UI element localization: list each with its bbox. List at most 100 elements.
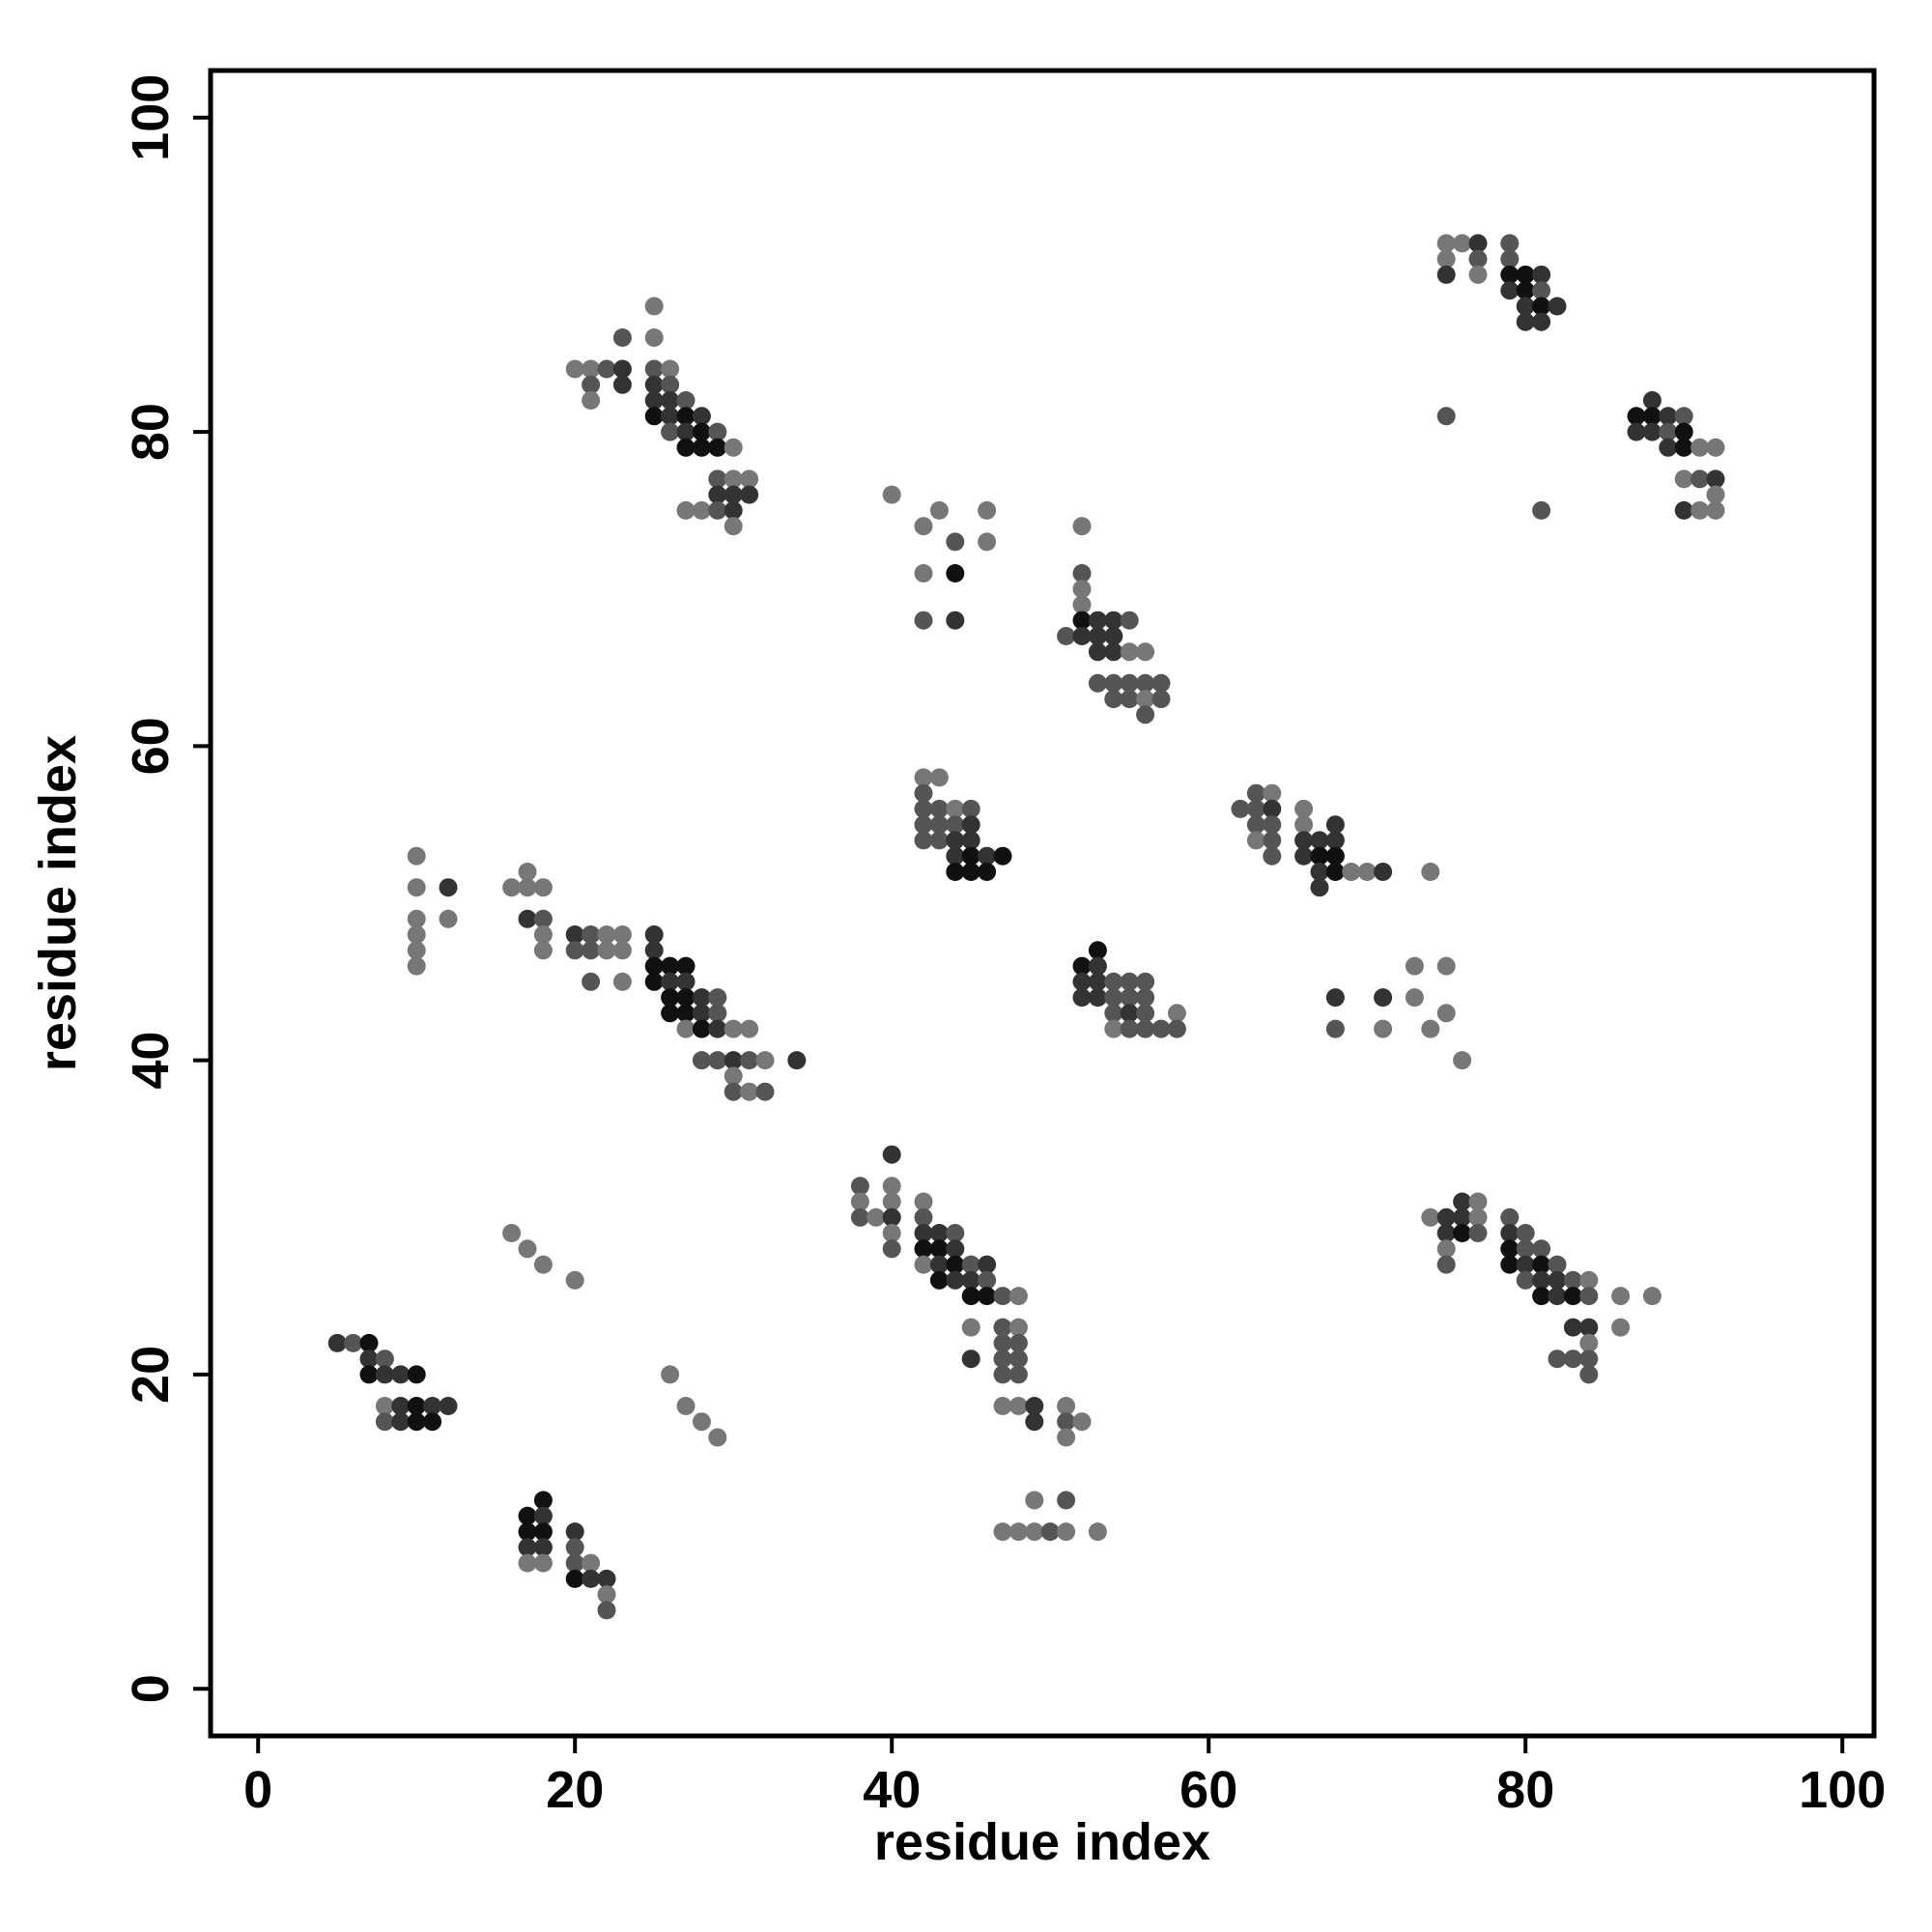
contact-point xyxy=(644,391,664,410)
x-tick-label: 20 xyxy=(546,1761,604,1819)
contact-point xyxy=(867,1208,886,1227)
contact-point xyxy=(1231,799,1250,818)
contact-point xyxy=(961,831,980,850)
x-tick-label: 60 xyxy=(1179,1761,1237,1819)
contact-point xyxy=(929,768,949,787)
contact-point xyxy=(914,611,933,630)
contact-point xyxy=(518,863,537,881)
contact-point xyxy=(676,500,696,520)
contact-point xyxy=(1690,469,1710,489)
contact-point xyxy=(676,1019,696,1038)
contact-point xyxy=(1500,234,1520,253)
y-tick-label: 80 xyxy=(122,403,180,461)
contact-point xyxy=(1674,469,1693,489)
contact-point xyxy=(1516,1224,1535,1242)
contact-point xyxy=(1374,863,1393,881)
contact-point xyxy=(1579,1270,1599,1290)
contact-point xyxy=(1532,312,1551,331)
contact-point xyxy=(692,1019,711,1038)
contact-point xyxy=(1263,815,1282,835)
contact-point xyxy=(661,422,680,441)
contact-point xyxy=(961,846,980,866)
contact-point xyxy=(1532,1239,1551,1259)
contact-point xyxy=(1436,1239,1456,1259)
contact-point xyxy=(407,1412,426,1432)
contact-point xyxy=(676,438,696,457)
contact-point xyxy=(582,1553,601,1573)
contact-point xyxy=(1642,422,1662,441)
contact-point xyxy=(1468,234,1488,253)
contact-point xyxy=(1057,1397,1076,1415)
contact-point xyxy=(533,878,553,897)
contact-point xyxy=(439,1397,458,1415)
x-tick-label: 40 xyxy=(863,1761,921,1819)
contact-point xyxy=(914,1208,933,1227)
contact-point xyxy=(1088,972,1107,991)
contact-point xyxy=(423,1412,442,1432)
contact-point xyxy=(961,799,980,818)
contact-point xyxy=(1246,831,1265,850)
contact-point xyxy=(1405,988,1424,1008)
contact-point xyxy=(676,988,696,1008)
contact-point xyxy=(612,328,632,347)
contact-point xyxy=(1088,673,1107,693)
contact-point xyxy=(597,1585,616,1605)
contact-point xyxy=(375,1365,394,1384)
contact-point xyxy=(914,799,933,818)
contact-point xyxy=(961,1287,980,1306)
contact-point xyxy=(1325,831,1345,850)
contact-point xyxy=(1436,265,1456,284)
contact-point xyxy=(1294,846,1314,866)
contact-point xyxy=(1532,500,1551,520)
contact-point xyxy=(1072,580,1092,599)
contact-point xyxy=(676,1397,696,1415)
contact-point xyxy=(850,1208,869,1227)
contact-point xyxy=(946,532,965,552)
contact-point xyxy=(1548,297,1567,316)
contact-point xyxy=(1167,1019,1186,1038)
contact-point xyxy=(518,878,537,897)
contact-point xyxy=(1263,783,1282,803)
contact-point xyxy=(597,359,616,379)
contact-point xyxy=(1659,407,1678,426)
contact-point xyxy=(1088,642,1107,662)
contact-point xyxy=(533,1553,553,1573)
contact-point xyxy=(1088,956,1107,976)
contact-point xyxy=(708,1051,727,1070)
contact-point xyxy=(1009,1522,1028,1542)
contact-point xyxy=(582,941,601,960)
contact-point xyxy=(1436,234,1456,253)
contact-point xyxy=(597,1569,616,1588)
contact-point xyxy=(929,1270,949,1290)
contact-point xyxy=(1136,642,1155,662)
contact-point xyxy=(1453,1208,1472,1227)
contact-point xyxy=(1072,611,1092,630)
contact-point xyxy=(1579,1350,1599,1369)
contact-point xyxy=(1532,281,1551,300)
contact-point xyxy=(1120,690,1139,709)
contact-point xyxy=(1136,1004,1155,1023)
contact-point xyxy=(708,1428,727,1447)
contact-point xyxy=(1120,988,1139,1008)
contact-point xyxy=(740,469,759,489)
contact-point xyxy=(850,1192,869,1211)
contact-point xyxy=(1500,249,1520,269)
contact-point xyxy=(882,1224,901,1242)
contact-point xyxy=(882,1177,901,1196)
contact-point xyxy=(407,1365,426,1384)
contact-point xyxy=(787,1051,807,1070)
contact-point xyxy=(1436,1208,1456,1227)
contact-point xyxy=(676,972,696,991)
contact-point xyxy=(1025,1412,1044,1432)
contact-point xyxy=(644,407,664,426)
contact-point xyxy=(612,972,632,991)
contact-point xyxy=(946,1239,965,1259)
contact-point xyxy=(1421,1019,1440,1038)
contact-point xyxy=(1009,1287,1028,1306)
contact-point xyxy=(978,846,997,866)
contact-point xyxy=(978,532,997,552)
contact-point xyxy=(1246,815,1265,835)
contact-point xyxy=(929,1224,949,1242)
contact-point xyxy=(1468,265,1488,284)
contact-point xyxy=(929,831,949,850)
